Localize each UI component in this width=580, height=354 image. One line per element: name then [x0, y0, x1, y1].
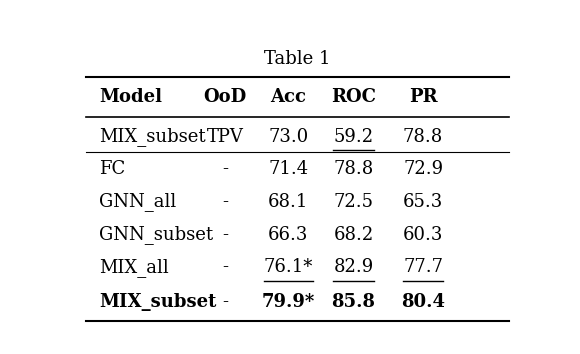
Text: 68.1: 68.1: [268, 193, 309, 211]
Text: 60.3: 60.3: [403, 225, 443, 244]
Text: MIX_subset: MIX_subset: [100, 127, 206, 146]
Text: -: -: [222, 160, 229, 178]
Text: 80.4: 80.4: [401, 293, 445, 311]
Text: GNN_subset: GNN_subset: [100, 225, 213, 244]
Text: 76.1*: 76.1*: [263, 258, 313, 276]
Text: Model: Model: [100, 88, 162, 106]
Text: 79.9*: 79.9*: [262, 293, 315, 311]
Text: 71.4: 71.4: [268, 160, 309, 178]
Text: TPV: TPV: [207, 127, 244, 145]
Text: Table 1: Table 1: [264, 50, 331, 68]
Text: 85.8: 85.8: [331, 293, 375, 311]
Text: 72.9: 72.9: [403, 160, 443, 178]
Text: 77.7: 77.7: [403, 258, 443, 276]
Text: PR: PR: [409, 88, 437, 106]
Text: 78.8: 78.8: [334, 160, 374, 178]
Text: -: -: [222, 193, 229, 211]
Text: FC: FC: [100, 160, 126, 178]
Text: MIX_subset: MIX_subset: [100, 293, 217, 311]
Text: -: -: [222, 293, 229, 311]
Text: 68.2: 68.2: [334, 225, 374, 244]
Text: 66.3: 66.3: [268, 225, 309, 244]
Text: -: -: [222, 258, 229, 276]
Text: 59.2: 59.2: [334, 127, 374, 145]
Text: 78.8: 78.8: [403, 127, 443, 145]
Text: 73.0: 73.0: [268, 127, 309, 145]
Text: 65.3: 65.3: [403, 193, 443, 211]
Text: GNN_all: GNN_all: [100, 193, 177, 211]
Text: 82.9: 82.9: [334, 258, 374, 276]
Text: Acc: Acc: [270, 88, 306, 106]
Text: MIX_all: MIX_all: [100, 258, 169, 277]
Text: 72.5: 72.5: [334, 193, 374, 211]
Text: ROC: ROC: [331, 88, 376, 106]
Text: -: -: [222, 225, 229, 244]
Text: OoD: OoD: [204, 88, 247, 106]
